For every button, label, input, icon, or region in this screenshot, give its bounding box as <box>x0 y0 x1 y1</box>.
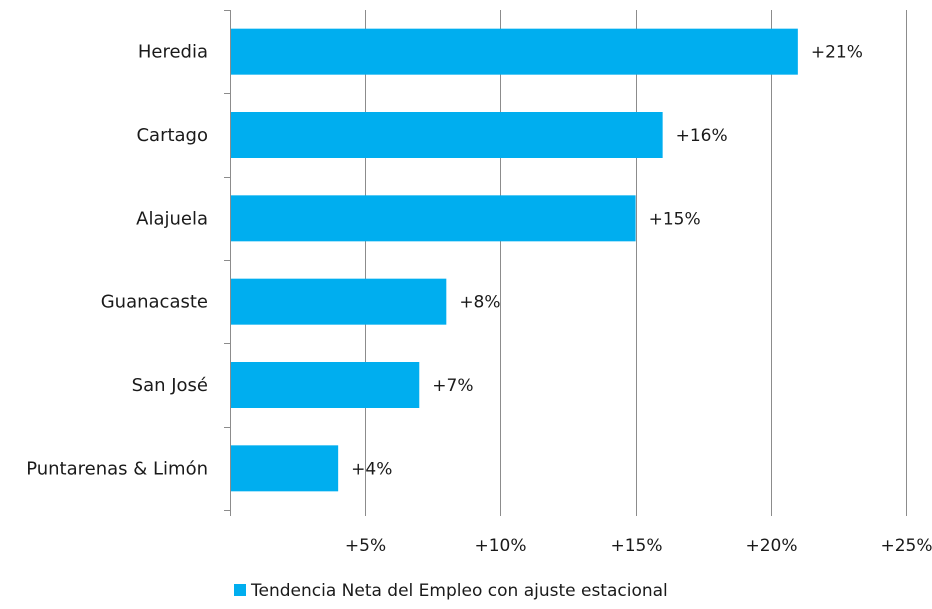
legend: Tendencia Neta del Empleo con ajuste est… <box>234 581 668 601</box>
label-layer: +5% +10% +15% +20% +25% Heredia +21% Cartago +16… <box>26 42 932 556</box>
bar-alajuela <box>231 195 636 242</box>
category-label: Cartago <box>136 125 208 146</box>
x-tick-label: +15% <box>610 536 662 556</box>
legend-swatch <box>234 584 246 596</box>
data-label: +4% <box>351 459 392 479</box>
category-label: Alajuela <box>136 208 208 229</box>
x-tick-label: +5% <box>345 536 386 556</box>
axis-layer <box>224 10 907 516</box>
legend-label: Tendencia Neta del Empleo con ajuste est… <box>250 581 668 601</box>
data-label: +15% <box>649 209 701 229</box>
bar-san-jos- <box>231 362 420 408</box>
category-label: Guanacaste <box>101 292 208 313</box>
grid-layer <box>365 10 907 510</box>
data-label: +21% <box>811 43 863 63</box>
x-tick-label: +25% <box>880 536 932 556</box>
bar-guanacaste <box>231 278 447 325</box>
bar-cartago <box>231 112 663 158</box>
x-tick-label: +20% <box>745 536 797 556</box>
category-label: Heredia <box>138 42 208 63</box>
bar-puntarenas-lim-n <box>231 445 339 492</box>
category-label: San José <box>132 375 208 396</box>
x-tick-label: +10% <box>474 536 526 556</box>
data-label: +16% <box>676 126 728 146</box>
bar-layer <box>231 28 798 492</box>
data-label: +7% <box>432 376 473 396</box>
data-label: +8% <box>459 293 500 313</box>
bar-heredia <box>231 28 798 75</box>
category-label: Puntarenas & Limón <box>26 458 208 479</box>
